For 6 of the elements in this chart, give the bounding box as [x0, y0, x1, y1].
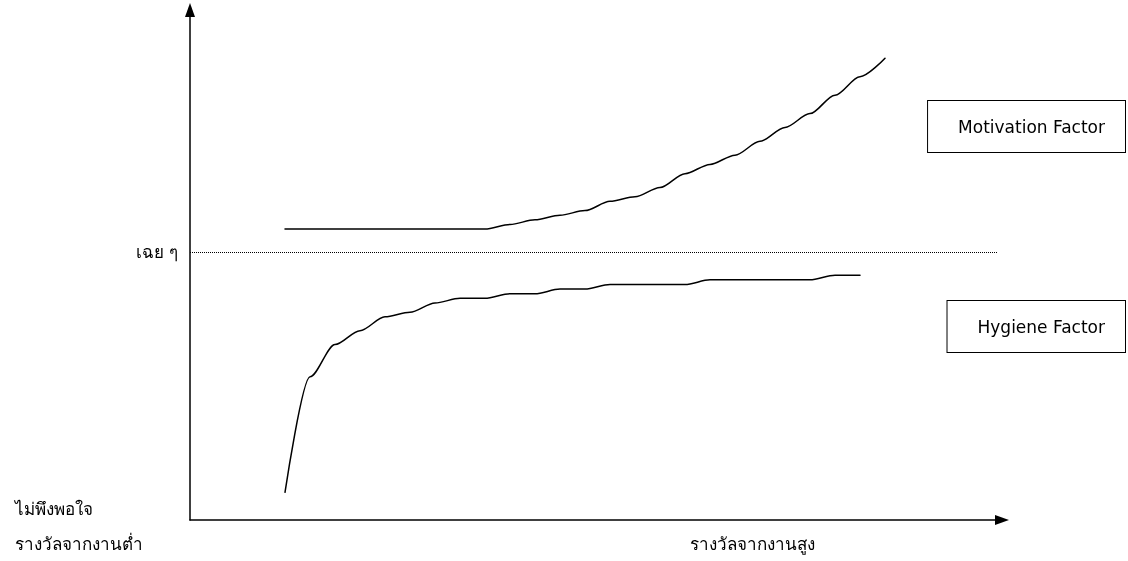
text: Motivation Factor: [958, 116, 1106, 137]
text: ไม่พึงพอใจ: [13, 498, 93, 519]
ref-line-label: เฉย ๆ: [135, 242, 178, 263]
text: Hygiene Factor: [977, 316, 1106, 337]
text: รางวัลจากงานต่ำ: [15, 531, 143, 554]
text: รางวัลจากงานสูง: [690, 533, 815, 555]
